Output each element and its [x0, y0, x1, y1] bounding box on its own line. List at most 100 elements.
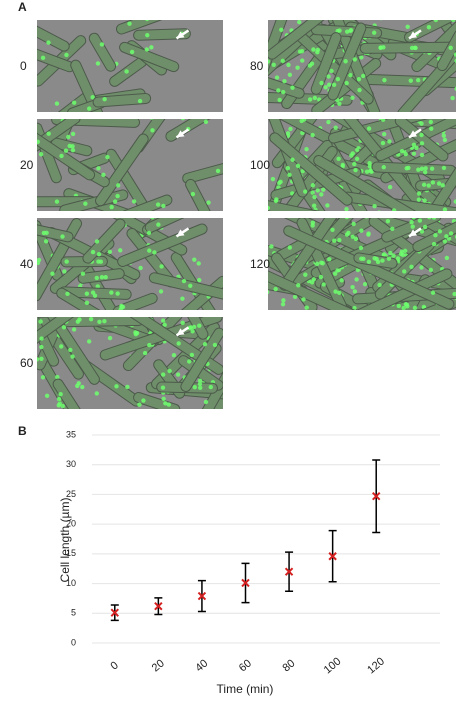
foci	[388, 185, 392, 189]
foci	[330, 228, 334, 232]
foci	[449, 46, 453, 50]
foci	[454, 52, 458, 56]
foci	[461, 129, 465, 133]
foci	[288, 245, 292, 249]
foci	[85, 292, 89, 296]
foci	[57, 397, 61, 401]
foci	[463, 259, 467, 263]
foci	[39, 336, 43, 340]
foci	[311, 183, 315, 187]
foci	[404, 152, 408, 156]
foci	[288, 127, 292, 131]
foci	[351, 222, 355, 226]
foci	[145, 17, 149, 21]
foci	[401, 306, 405, 310]
foci	[145, 33, 149, 37]
foci	[456, 33, 460, 37]
foci	[36, 140, 40, 144]
foci	[420, 141, 424, 145]
foci	[304, 147, 308, 151]
foci	[397, 304, 401, 308]
foci	[420, 153, 424, 157]
foci	[109, 205, 113, 209]
foci	[279, 315, 283, 319]
foci	[419, 265, 423, 269]
foci	[465, 211, 469, 215]
foci	[352, 162, 356, 166]
foci	[180, 321, 184, 325]
foci	[62, 269, 66, 273]
foci	[287, 173, 291, 177]
foci	[434, 213, 438, 217]
foci	[223, 415, 227, 419]
foci	[192, 257, 196, 261]
time-label: 120	[250, 257, 270, 271]
foci	[230, 164, 234, 168]
foci	[447, 13, 451, 17]
foci	[383, 317, 387, 321]
foci	[427, 183, 431, 187]
foci	[44, 239, 48, 243]
foci	[101, 173, 105, 177]
foci	[417, 191, 421, 195]
foci	[100, 42, 104, 46]
foci	[96, 61, 100, 65]
foci	[58, 392, 62, 396]
foci	[413, 311, 417, 315]
foci	[209, 385, 213, 389]
y-tick-label: 25	[66, 489, 76, 499]
foci	[323, 85, 327, 89]
foci	[264, 280, 268, 284]
foci	[277, 98, 281, 102]
foci	[166, 213, 170, 217]
foci	[152, 250, 156, 254]
foci	[311, 47, 315, 51]
foci	[311, 221, 315, 225]
y-tick-label: 15	[66, 548, 76, 558]
foci	[180, 296, 184, 300]
foci	[332, 115, 336, 119]
foci	[147, 231, 151, 235]
foci	[383, 310, 387, 314]
foci	[236, 205, 240, 209]
foci	[344, 81, 348, 85]
foci	[359, 55, 363, 59]
foci	[72, 327, 76, 331]
foci	[302, 117, 306, 121]
foci	[274, 287, 278, 291]
foci	[147, 343, 151, 347]
foci	[271, 177, 275, 181]
foci	[454, 87, 458, 91]
foci	[138, 99, 142, 103]
foci	[297, 20, 301, 24]
foci	[333, 289, 337, 293]
foci	[66, 135, 70, 139]
foci	[430, 115, 434, 119]
foci	[462, 245, 466, 249]
foci	[423, 225, 427, 229]
x-axis-label: Time (min)	[217, 682, 274, 696]
foci	[310, 61, 314, 65]
foci	[276, 88, 280, 92]
foci	[71, 148, 75, 152]
foci	[115, 194, 119, 198]
foci	[451, 18, 455, 22]
foci	[350, 96, 354, 100]
foci	[336, 77, 340, 81]
foci	[368, 168, 372, 172]
foci	[313, 313, 317, 317]
foci	[341, 316, 345, 320]
foci	[262, 87, 266, 91]
foci	[41, 56, 45, 60]
foci	[431, 291, 435, 295]
foci	[412, 143, 416, 147]
foci	[95, 239, 99, 243]
foci	[326, 120, 330, 124]
foci	[411, 215, 415, 219]
foci	[37, 258, 41, 262]
foci	[350, 317, 354, 321]
foci	[211, 410, 215, 414]
foci	[278, 16, 282, 20]
foci	[345, 215, 349, 219]
